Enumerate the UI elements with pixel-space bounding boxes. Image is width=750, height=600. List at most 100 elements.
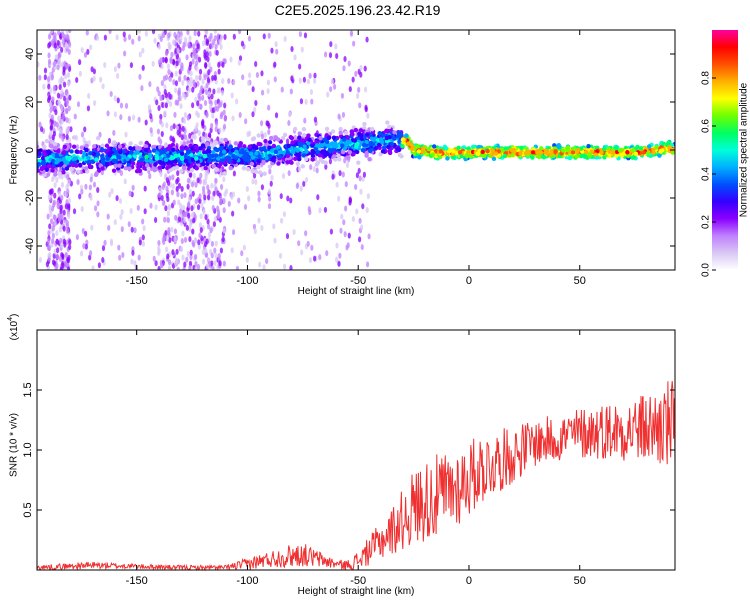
heatmap-cell (408, 142, 414, 147)
heatmap-speckle (168, 93, 172, 100)
heatmap-speckle (192, 43, 196, 50)
heatmap-speckle (48, 189, 52, 196)
heatmap-speckle (183, 236, 188, 243)
heatmap-speckle (50, 74, 55, 81)
heatmap-cell (301, 153, 306, 158)
heatmap-cell (572, 146, 577, 151)
heatmap-ytick-label: 40 (24, 48, 36, 60)
heatmap-cell (466, 146, 471, 151)
heatmap-speckle (222, 227, 226, 234)
heatmap-cell (54, 160, 59, 165)
heatmap-speckle (171, 58, 176, 65)
heatmap-speckle (167, 32, 171, 39)
heatmap-speckle (198, 68, 203, 75)
heatmap-speckle (206, 184, 210, 191)
heatmap-speckle (207, 91, 211, 98)
heatmap-speckle (190, 212, 195, 219)
heatmap-cell (326, 135, 332, 141)
heatmap-speckle (152, 255, 156, 262)
heatmap-cell (37, 144, 40, 150)
heatmap-speckle (63, 34, 67, 41)
heatmap-speckle (96, 200, 100, 207)
heatmap-speckle (68, 244, 72, 251)
heatmap-speckle (91, 265, 95, 270)
heatmap-speckle (51, 225, 55, 232)
heatmap-cell (278, 149, 284, 155)
heatmap-cell (181, 165, 187, 171)
heatmap-speckle (83, 51, 88, 58)
heatmap-cell (286, 143, 291, 149)
heatmap-speckle (217, 61, 221, 68)
heatmap-speckle (177, 199, 181, 206)
heatmap-speckle (158, 186, 162, 193)
heatmap-speckle (165, 246, 169, 253)
heatmap-cell (301, 133, 307, 138)
heatmap-cell (518, 150, 523, 156)
heatmap-cell (430, 152, 436, 157)
heatmap-cell (373, 146, 378, 151)
heatmap-speckle (159, 95, 163, 102)
heatmap-speckle (328, 52, 333, 59)
heatmap-speckle (127, 34, 132, 41)
heatmap-speckle (162, 238, 166, 245)
heatmap-speckle (177, 182, 182, 189)
heatmap-cell (380, 149, 386, 154)
heatmap-cell (660, 148, 665, 153)
heatmap-speckle (189, 76, 193, 83)
heatmap-speckle (307, 205, 311, 212)
heatmap-cell (509, 148, 515, 153)
heatmap-cell (132, 154, 138, 159)
heatmap-cell (179, 151, 185, 156)
heatmap-cell (54, 153, 59, 158)
heatmap-speckle (204, 214, 208, 221)
heatmap-speckle (113, 95, 117, 102)
heatmap-speckle (172, 39, 176, 46)
heatmap-speckle (214, 105, 218, 112)
heatmap-cell (144, 154, 149, 159)
heatmap-speckle (186, 79, 190, 86)
heatmap-speckle (206, 77, 211, 84)
heatmap-speckle (198, 193, 202, 200)
heatmap-speckle (84, 243, 88, 250)
heatmap-cell (556, 144, 561, 150)
snr-ytick-label: 1.5 (22, 382, 34, 397)
heatmap-speckle (69, 126, 73, 133)
heatmap-cell (491, 156, 497, 162)
heatmap-cell (233, 141, 239, 146)
heatmap-speckle (232, 170, 236, 177)
heatmap-cell (250, 136, 256, 142)
heatmap-speckle (181, 230, 185, 237)
heatmap-cell (179, 145, 184, 151)
heatmap-cell (100, 157, 106, 162)
heatmap-speckle (223, 102, 227, 109)
heatmap-speckle (205, 51, 209, 58)
heatmap-speckle (329, 86, 333, 93)
heatmap-cell (139, 161, 145, 166)
heatmap-cell (111, 168, 117, 173)
heatmap-cell (95, 135, 101, 141)
heatmap-speckle (56, 64, 60, 71)
heatmap-cell (163, 143, 169, 148)
heatmap-speckle (323, 206, 328, 213)
heatmap-speckle (231, 210, 235, 217)
heatmap-cell (567, 155, 573, 161)
heatmap-cell (300, 138, 305, 143)
heatmap-speckle (55, 121, 59, 128)
snr-multiplier-base: (x10 (9, 320, 20, 340)
heatmap-speckle (219, 113, 223, 120)
heatmap-cell (163, 157, 169, 163)
heatmap-speckle (201, 40, 206, 47)
heatmap-speckle (260, 70, 264, 77)
heatmap-cell (41, 161, 46, 166)
heatmap-cell (351, 151, 356, 157)
heatmap-speckle (207, 61, 211, 68)
heatmap-speckle (365, 261, 370, 268)
heatmap-cell (332, 153, 337, 159)
heatmap-speckle (49, 130, 53, 137)
heatmap-speckle (365, 36, 369, 43)
heatmap-speckle (171, 183, 175, 190)
heatmap-speckle (278, 252, 283, 259)
heatmap-cell (334, 143, 339, 149)
heatmap-cell (86, 155, 91, 160)
heatmap-cell (92, 144, 97, 149)
